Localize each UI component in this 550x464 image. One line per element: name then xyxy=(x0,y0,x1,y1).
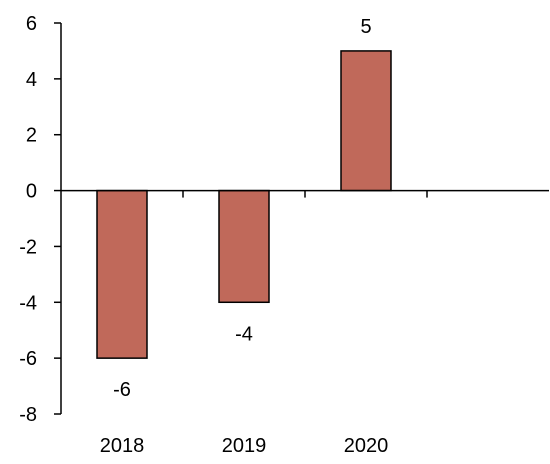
bar-2020 xyxy=(340,50,392,192)
y-tick-label: -8 xyxy=(19,404,37,426)
y-tick-label: 2 xyxy=(26,125,37,147)
y-tick-label: 6 xyxy=(26,13,37,35)
y-axis: 6 4 2 0 -2 -4 -6 -8 xyxy=(19,13,62,426)
y-tick-label: -6 xyxy=(19,348,37,370)
x-tick-label: 2019 xyxy=(222,435,267,457)
data-label-2019: -4 xyxy=(235,323,253,345)
y-tick-label: 4 xyxy=(26,69,37,91)
x-tick-label: 2018 xyxy=(100,435,145,457)
data-labels: -6 -4 5 xyxy=(113,16,371,401)
y-tick-label: -2 xyxy=(19,236,37,258)
bar-2018 xyxy=(96,189,148,359)
x-axis: 2018 2019 2020 xyxy=(61,189,549,457)
y-tick-label: -4 xyxy=(19,292,37,314)
data-label-2018: -6 xyxy=(113,379,131,401)
bars xyxy=(96,50,392,359)
x-tick-label: 2020 xyxy=(344,435,389,457)
y-tick-label: 0 xyxy=(26,181,37,203)
data-label-2020: 5 xyxy=(360,16,371,38)
bar-2019 xyxy=(218,189,270,304)
